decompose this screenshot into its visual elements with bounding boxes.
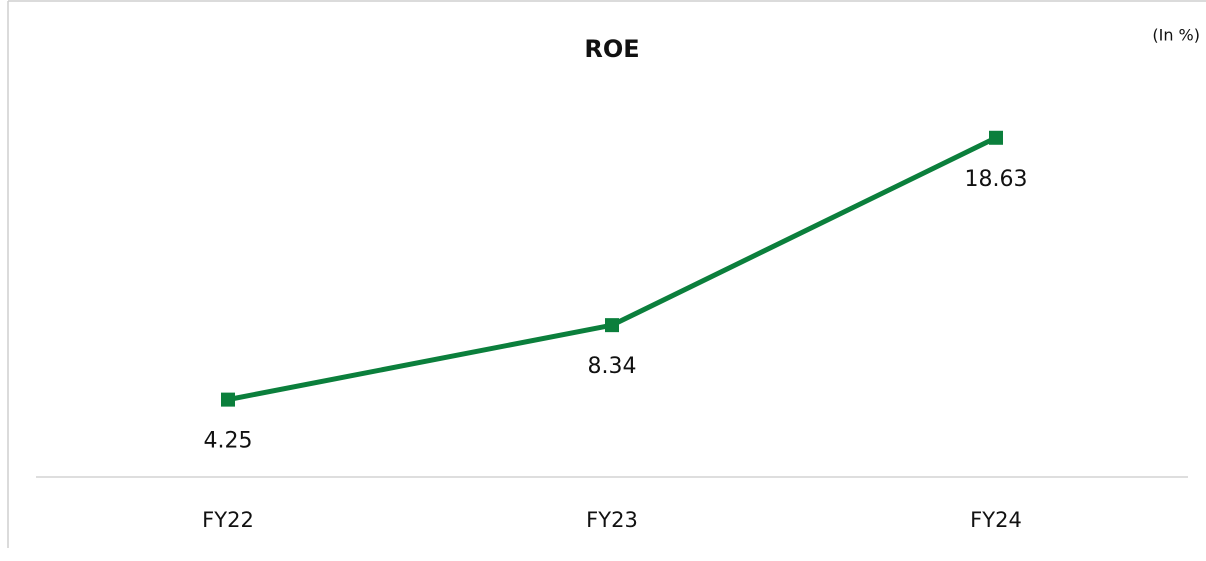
unit-note: (In %)	[1152, 26, 1200, 45]
data-label: 4.25	[204, 429, 253, 454]
x-tick-label: FY22	[202, 508, 254, 532]
x-tick-label: FY23	[586, 508, 638, 532]
data-label: 18.63	[965, 167, 1028, 192]
marker	[989, 130, 1003, 145]
data-label: 8.34	[588, 354, 637, 379]
chart-title: ROE	[584, 35, 639, 63]
marker	[605, 318, 619, 333]
x-tick-label: FY24	[970, 508, 1022, 532]
marker	[221, 392, 235, 407]
